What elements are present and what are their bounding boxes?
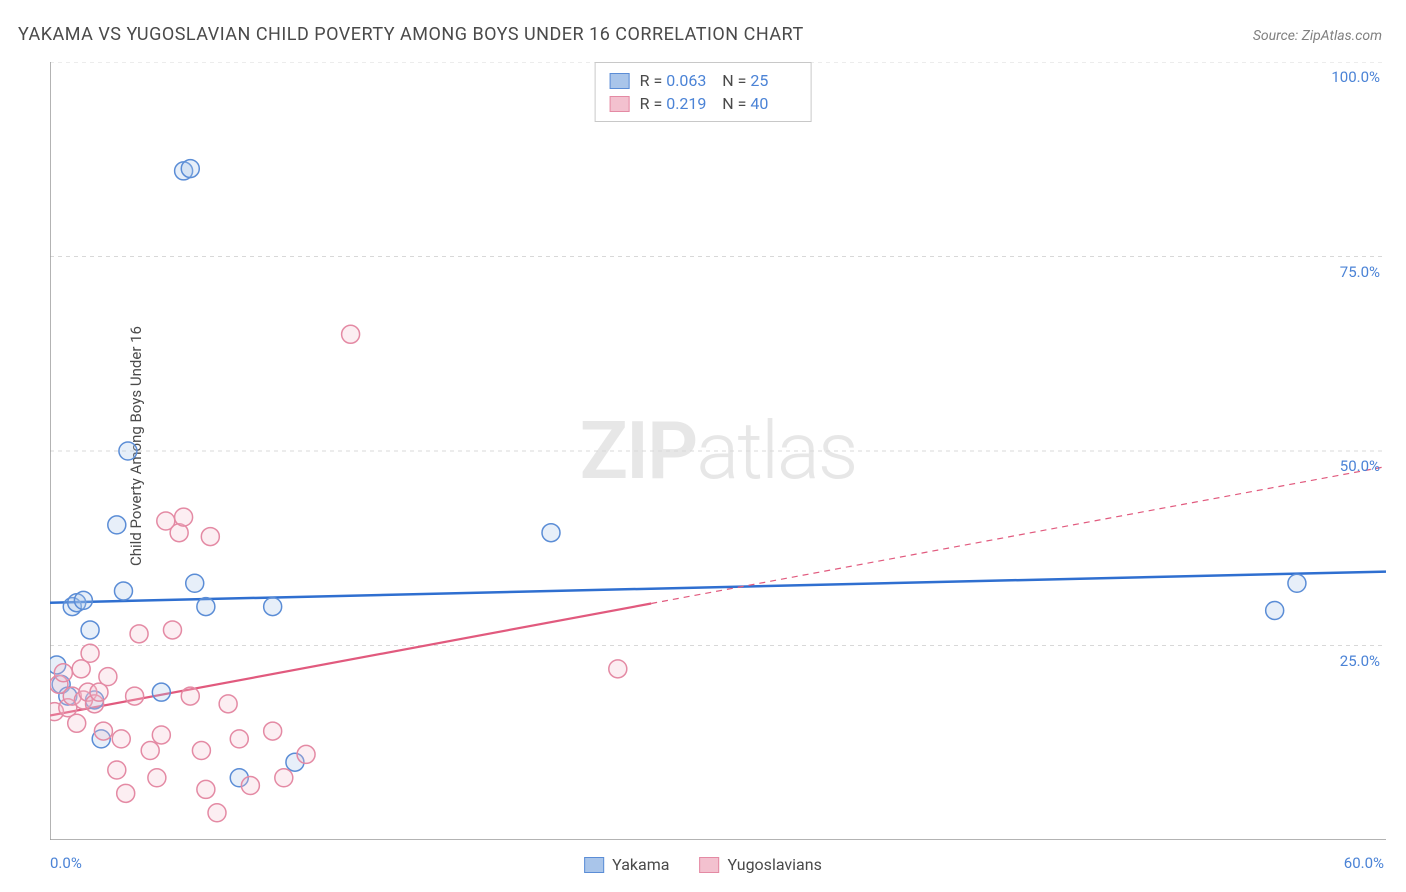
swatch-yugoslavians [610,96,630,112]
chart-area: ZIPatlas 25.0%50.0%75.0%100.0%0.0%60.0% [50,62,1386,840]
source-label: Source: ZipAtlas.com [1253,28,1382,44]
r-label: R = [640,94,663,113]
y-tick-label: 25.0% [1340,652,1380,670]
swatch-yakama [610,73,630,89]
info-row-yugoslavians: R =0.219 N =40 [610,92,797,115]
swatch-yakama-icon [584,857,604,873]
legend-label-yugoslavians: Yugoslavians [727,855,821,874]
n-label: N = [722,94,746,113]
legend: Yakama Yugoslavians [584,855,822,874]
n-label: N = [722,71,746,90]
correlation-info-box: R =0.063 N =25 R =0.219 N =40 [595,62,812,122]
swatch-yugoslavians-icon [699,857,719,873]
info-row-yakama: R =0.063 N =25 [610,69,797,92]
x-tick-label: 60.0% [1344,854,1384,872]
legend-item-yakama: Yakama [584,855,669,874]
r-value-yugoslavians: 0.219 [666,94,712,113]
y-tick-label: 50.0% [1340,457,1380,475]
scatter-plot [50,62,1386,840]
y-tick-label: 75.0% [1340,263,1380,281]
x-tick-label: 0.0% [50,854,82,872]
r-value-yakama: 0.063 [666,71,712,90]
chart-title: YAKAMA VS YUGOSLAVIAN CHILD POVERTY AMON… [18,24,804,45]
n-value-yakama: 25 [750,71,796,90]
legend-label-yakama: Yakama [612,855,669,874]
r-label: R = [640,71,663,90]
n-value-yugoslavians: 40 [750,94,796,113]
legend-item-yugoslavians: Yugoslavians [699,855,821,874]
y-tick-label: 100.0% [1331,68,1380,86]
